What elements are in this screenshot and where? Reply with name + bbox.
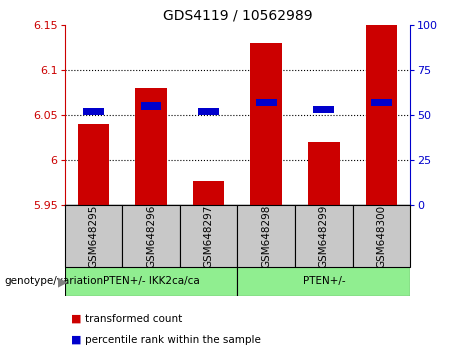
Text: ■: ■ xyxy=(71,335,82,345)
Bar xyxy=(371,99,392,106)
Bar xyxy=(353,205,410,267)
Text: PTEN+/-: PTEN+/- xyxy=(302,276,345,286)
Bar xyxy=(237,267,410,296)
Bar xyxy=(313,106,334,113)
Bar xyxy=(135,88,167,205)
Text: GSM648295: GSM648295 xyxy=(89,205,98,268)
Text: ▶: ▶ xyxy=(58,275,67,288)
Bar xyxy=(83,108,104,115)
Text: PTEN+/- IKK2ca/ca: PTEN+/- IKK2ca/ca xyxy=(103,276,199,286)
Text: GSM648298: GSM648298 xyxy=(261,205,271,268)
Bar xyxy=(295,205,353,267)
Bar xyxy=(308,142,340,205)
Bar xyxy=(250,43,282,205)
Text: GSM648297: GSM648297 xyxy=(204,205,213,268)
Text: GSM648299: GSM648299 xyxy=(319,205,329,268)
Bar xyxy=(141,102,161,110)
Bar xyxy=(198,108,219,115)
Text: GSM648300: GSM648300 xyxy=(377,205,386,268)
Bar xyxy=(122,205,180,267)
Bar xyxy=(193,181,225,205)
Bar xyxy=(237,205,295,267)
Bar xyxy=(65,205,122,267)
Title: GDS4119 / 10562989: GDS4119 / 10562989 xyxy=(163,8,312,22)
Bar xyxy=(256,99,277,106)
Text: ■: ■ xyxy=(71,314,82,324)
Text: transformed count: transformed count xyxy=(85,314,183,324)
Bar xyxy=(65,267,237,296)
Bar xyxy=(77,124,109,205)
Bar xyxy=(366,25,397,205)
Bar xyxy=(180,205,237,267)
Text: percentile rank within the sample: percentile rank within the sample xyxy=(85,335,261,345)
Text: genotype/variation: genotype/variation xyxy=(5,276,104,286)
Text: GSM648296: GSM648296 xyxy=(146,205,156,268)
